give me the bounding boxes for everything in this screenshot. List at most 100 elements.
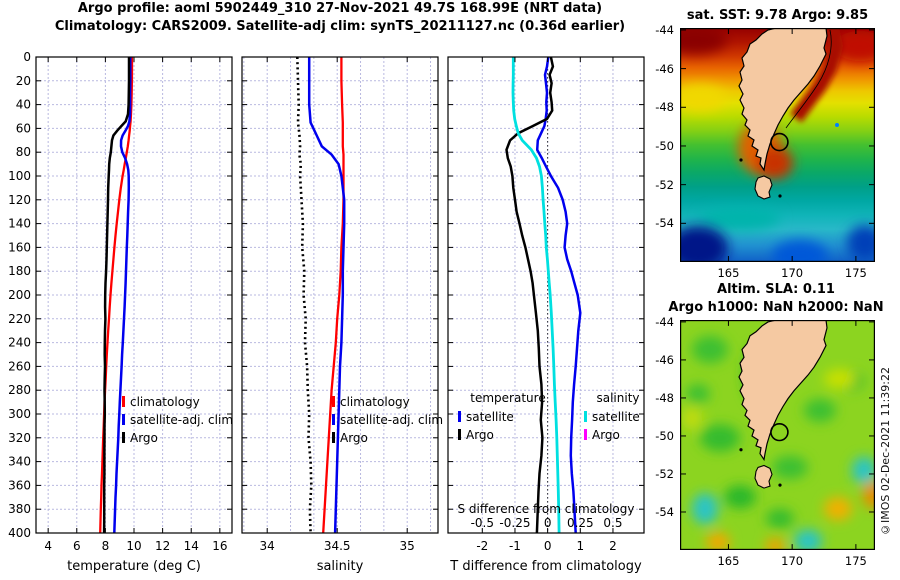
difference-profile-series-salinity-satellite — [511, 57, 561, 534]
depth-tick: 80 — [16, 145, 31, 159]
island-dot — [739, 158, 743, 162]
difference-profile-xtick: -2 — [476, 539, 488, 553]
difference-legend-item-label: satellite — [592, 410, 640, 424]
sst-warm-patch — [834, 31, 875, 61]
secondary-axis-tick: -0.5 — [471, 516, 494, 530]
depth-tick: 340 — [8, 455, 31, 469]
sst-map-lon-tick: 170 — [781, 266, 804, 280]
temperature-profile-xtick: 4 — [44, 539, 52, 553]
temperature-profile-xtick: 12 — [155, 539, 170, 553]
sst-yellow-tongue — [680, 85, 726, 111]
temperature-profile-legend-item-swatch — [122, 396, 125, 407]
temperature-profile-legend-item: climatology — [122, 395, 200, 411]
sla-map-lat-tick: -46 — [655, 352, 674, 367]
sla-map-argo-position-marker — [770, 423, 789, 442]
difference-legend-header-salinity: salinity — [596, 391, 640, 405]
sst-map-lat-tick: -52 — [655, 177, 674, 192]
sst-map-lat-tick: -44 — [655, 22, 674, 37]
depth-tick: 140 — [8, 217, 31, 231]
difference-legend-item-label: Argo — [592, 428, 620, 442]
depth-tick: 300 — [8, 407, 31, 421]
sst-map — [680, 28, 875, 262]
sla-map-lat-tick: -52 — [655, 466, 674, 481]
island-dot — [778, 194, 782, 198]
land-south-island — [738, 28, 828, 200]
difference-profile-xtick: 2 — [609, 539, 617, 553]
depth-tick: 160 — [8, 240, 31, 254]
depth-tick: 220 — [8, 312, 31, 326]
temperature-profile-xtick: 14 — [184, 539, 199, 553]
difference-profile-series-temperature-satellite — [535, 56, 582, 534]
temperature-profile-xtick: 6 — [73, 539, 81, 553]
sst-map-lat-tick: -54 — [655, 216, 674, 231]
sst-warm-patch — [680, 28, 727, 54]
sst-cold-core — [680, 226, 728, 262]
depth-tick: 320 — [8, 431, 31, 445]
difference-legend-header-temperature: temperature — [470, 391, 546, 405]
temperature-profile-legend-item: satellite-adj. clim — [122, 413, 233, 429]
temperature-profile-panel: 4 6 8 10 12 14 1602040608010012014016018020022… — [8, 50, 233, 574]
depth-tick: 360 — [8, 478, 31, 492]
depth-tick: 400 — [8, 526, 31, 540]
difference-profile-xlabel: T difference from climatology — [449, 559, 642, 574]
salinity-profile-legend-item: satellite-adj. clim — [332, 413, 443, 429]
salinity-profile-legend-item-swatch — [332, 396, 335, 407]
difference-legend-item: Argo — [458, 428, 494, 444]
salinity-profile-series-satellite-adj-clim — [307, 57, 346, 534]
depth-tick: 40 — [16, 98, 31, 112]
salinity-profile-legend-item-label: climatology — [340, 395, 410, 409]
sst-map-lon-tick: 165 — [717, 266, 740, 280]
salinity-profile-legend-item: Argo — [332, 431, 368, 447]
difference-legend-item-label: Argo — [466, 428, 494, 442]
sla-title-line2: Argo h1000: NaN h2000: NaN — [668, 300, 884, 315]
island-dot — [739, 448, 743, 452]
figure-title-line2: Climatology: CARS2009. Satellite-adj cli… — [54, 19, 626, 34]
difference-profile-xtick: 1 — [576, 539, 584, 553]
sst-cold-patch — [847, 225, 875, 261]
salinity-profile-series-climatology — [322, 57, 345, 534]
land-south-island — [738, 320, 828, 489]
sla-map-lat-tick: -44 — [655, 314, 674, 329]
sst-front-contour — [785, 29, 832, 129]
sla-map-lat-tick: -48 — [655, 390, 674, 405]
sla-map — [680, 320, 875, 550]
depth-tick: 120 — [8, 193, 31, 207]
sla-map-lon-tick: 165 — [717, 554, 740, 568]
temperature-profile-xlabel: temperature (deg C) — [67, 559, 201, 574]
sla-map-lon-tick: 170 — [781, 554, 804, 568]
temperature-profile-legend-item-label: Argo — [130, 431, 158, 445]
sla-map-title: Altim. SLA: 0.11 Argo h1000: NaN h2000: … — [645, 281, 900, 317]
sst-map-lat-tick: -50 — [655, 138, 674, 153]
figure-title: Argo profile: aoml 5902449_310 27-Nov-20… — [0, 0, 680, 36]
sst-speck — [835, 123, 839, 127]
depth-tick: 0 — [23, 50, 31, 64]
secondary-axis-label: S difference from climatology — [458, 502, 635, 516]
temperature-profile-legend-item-label: climatology — [130, 395, 200, 409]
land-stewart-island — [754, 175, 773, 200]
sla-map-lon-tick: 175 — [844, 554, 867, 568]
difference-legend-item: satellite — [584, 410, 640, 426]
sla-title-line1: Altim. SLA: 0.11 — [717, 282, 835, 297]
sla-map-lat-tick: -54 — [655, 504, 674, 519]
difference-legend-item-swatch — [584, 411, 587, 422]
land-stewart-island — [754, 464, 773, 489]
difference-profile-xtick: -1 — [509, 539, 521, 553]
depth-tick: 60 — [16, 121, 31, 135]
salinity-profile-legend-item-label: satellite-adj. clim — [340, 413, 444, 427]
depth-tick: 200 — [8, 288, 31, 302]
temperature-profile-legend-item-swatch — [122, 432, 125, 443]
figure-title-line1: Argo profile: aoml 5902449_310 27-Nov-20… — [77, 1, 603, 16]
temperature-profile-series-satellite-adj-clim — [113, 57, 132, 534]
secondary-axis-tick: 0.25 — [567, 516, 594, 530]
salinity-profile-xtick: 34.5 — [324, 539, 351, 553]
sst-map-argo-position-marker — [770, 132, 789, 152]
difference-profile-panel: -2 -1 0 1 2 T difference from climatology S di… — [447, 56, 645, 574]
sst-teal-band — [700, 206, 780, 230]
temperature-profile-series-argo — [102, 57, 131, 534]
salinity-profile-legend-item-label: Argo — [340, 431, 368, 445]
depth-tick: 260 — [8, 359, 31, 373]
difference-legend-item: satellite — [458, 410, 514, 426]
sst-map-lon-tick: 175 — [844, 266, 867, 280]
map-frame — [680, 320, 875, 550]
